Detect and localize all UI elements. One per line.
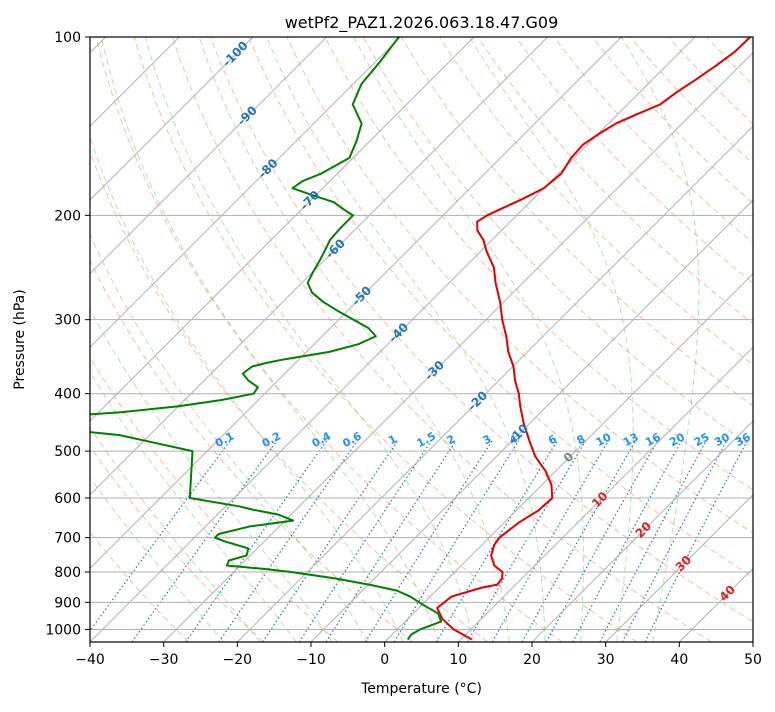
x-tick-label: 10 [449, 652, 467, 668]
x-tick-label: −40 [75, 652, 105, 668]
x-tick-label: 30 [597, 652, 615, 668]
y-tick-label: 700 [54, 531, 81, 547]
y-tick-label: 800 [54, 565, 81, 581]
y-tick-label: 900 [54, 595, 81, 611]
y-tick-label: 400 [54, 387, 81, 403]
x-axis-label: Temperature (°C) [360, 681, 482, 697]
y-axis-label: Pressure (hPa) [12, 289, 28, 389]
x-tick-label: 50 [744, 652, 762, 668]
x-tick-label: 0 [380, 652, 389, 668]
y-tick-label: 100 [54, 30, 81, 46]
x-tick-label: 40 [670, 652, 688, 668]
y-tick-label: 600 [54, 491, 81, 507]
x-tick-label: −30 [149, 652, 179, 668]
x-tick-label: −10 [296, 652, 326, 668]
y-tick-label: 500 [54, 444, 81, 460]
y-tick-label: 1000 [45, 622, 81, 638]
y-tick-label: 300 [54, 313, 81, 329]
chart-title: wetPf2_PAZ1.2026.063.18.47.G09 [285, 13, 559, 33]
y-tick-label: 200 [54, 208, 81, 224]
x-tick-label: 20 [523, 652, 541, 668]
x-tick-label: −20 [223, 652, 253, 668]
